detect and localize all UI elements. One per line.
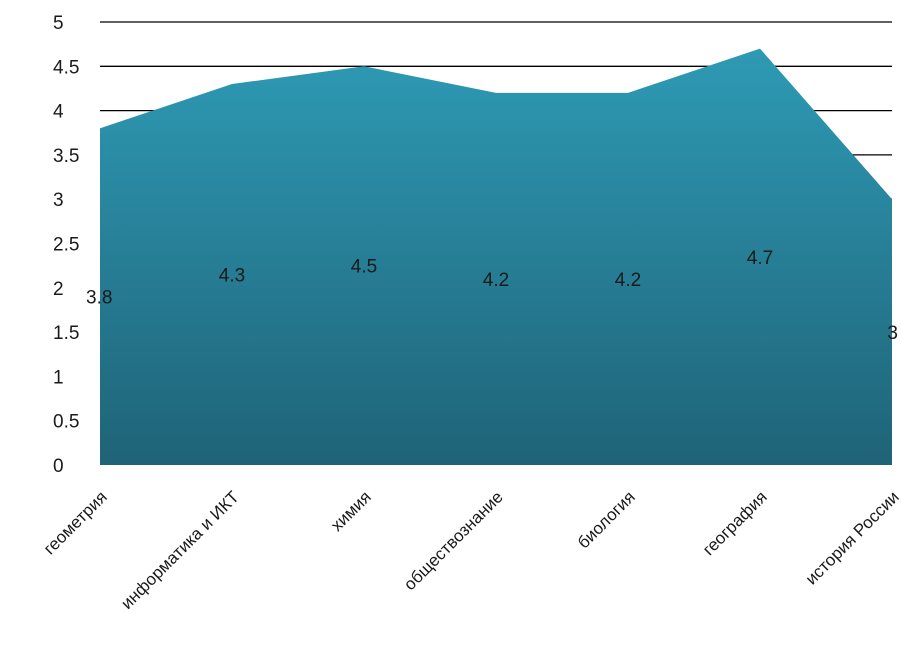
area-fill	[100, 48, 892, 465]
data-label: 4.5	[351, 257, 377, 278]
y-tick-label: 4	[53, 102, 64, 123]
data-label: 4.2	[483, 270, 509, 291]
y-tick-label: 3	[53, 190, 64, 211]
data-labels: 3.8 4.3 4.5 4.2 4.2 4.7 3	[86, 248, 898, 344]
y-tick-label: 5	[53, 13, 64, 34]
data-label: 4.7	[747, 248, 773, 269]
x-tick-label: география	[699, 487, 771, 559]
data-label: 3.8	[86, 288, 112, 309]
x-tick-label: биология	[574, 487, 639, 552]
y-tick-label: 3.5	[53, 146, 79, 167]
y-axis-ticks: 0 0.5 1 1.5 2 2.5 3 3.5 4 4.5 5	[53, 13, 79, 477]
x-tick-label: обществознание	[400, 487, 507, 594]
data-label: 4.2	[615, 270, 641, 291]
y-tick-label: 2.5	[53, 235, 79, 256]
x-tick-label: история России	[802, 487, 901, 588]
data-label: 3	[887, 323, 898, 344]
y-tick-label: 2	[53, 279, 64, 300]
y-tick-label: 1	[53, 367, 64, 388]
area-series	[100, 48, 892, 465]
y-tick-label: 0.5	[53, 412, 79, 433]
x-tick-label: геометрия	[40, 487, 111, 558]
y-tick-label: 0	[53, 456, 64, 477]
y-tick-label: 4.5	[53, 57, 79, 78]
y-tick-label: 1.5	[53, 323, 79, 344]
data-label: 4.3	[219, 266, 245, 287]
x-tick-label: химия	[327, 487, 375, 535]
x-axis-ticks: геометрия информатика и ИКТ химия обществоз…	[40, 487, 901, 613]
x-tick-label: информатика и ИКТ	[117, 487, 243, 613]
